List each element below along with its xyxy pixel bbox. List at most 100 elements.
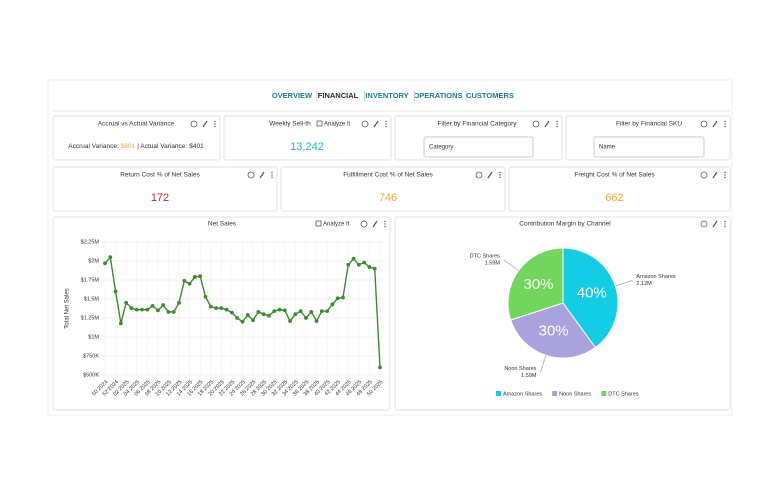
menu-dot[interactable] xyxy=(384,225,386,228)
info-icon[interactable] xyxy=(700,171,708,179)
menu-dot[interactable] xyxy=(214,123,216,125)
menu-dot[interactable] xyxy=(724,176,726,179)
info-icon[interactable] xyxy=(532,120,540,128)
point xyxy=(171,310,176,314)
point xyxy=(150,303,155,308)
menu-dot[interactable] xyxy=(724,123,726,125)
pie-slice xyxy=(562,247,619,349)
point xyxy=(214,306,218,311)
info-icon[interactable] xyxy=(360,220,368,228)
card xyxy=(52,166,278,212)
point xyxy=(325,309,330,314)
menu-dot[interactable] xyxy=(271,174,273,176)
point xyxy=(177,300,181,305)
info-icon[interactable] xyxy=(247,171,255,179)
point xyxy=(341,295,345,300)
analyze-button[interactable]: Analyze It xyxy=(323,222,350,228)
edit-icon[interactable] xyxy=(372,220,378,228)
legend-label[interactable]: Amazon Shares xyxy=(503,391,542,397)
menu-dot[interactable] xyxy=(499,171,501,174)
edit-icon[interactable] xyxy=(712,120,718,128)
menu-dot[interactable] xyxy=(499,174,501,176)
edit-icon[interactable] xyxy=(373,120,379,128)
legend-swatch[interactable] xyxy=(552,391,558,396)
point xyxy=(356,262,361,267)
slice-label: 30% xyxy=(539,323,569,340)
menu-dot[interactable] xyxy=(214,120,216,123)
info-icon[interactable] xyxy=(700,220,708,228)
filter-input[interactable] xyxy=(593,136,705,158)
menu-dot[interactable] xyxy=(724,225,726,228)
y-tick-label: $1.25M xyxy=(81,315,100,321)
outer-amount: 2.12M xyxy=(636,281,652,287)
point xyxy=(198,274,203,279)
point xyxy=(288,319,292,323)
kpi-value: 13,242 xyxy=(290,141,324,153)
card xyxy=(52,115,221,161)
menu-dot[interactable] xyxy=(724,125,726,128)
point xyxy=(261,312,266,317)
leader-line xyxy=(503,259,519,271)
edit-icon[interactable] xyxy=(544,120,550,128)
analyze-icon[interactable] xyxy=(315,220,322,227)
variance-part: $601 xyxy=(121,143,136,150)
nav-tab[interactable]: INVENTORY xyxy=(365,91,408,100)
variance-part: | Actual Variance: xyxy=(137,143,187,150)
menu-dot[interactable] xyxy=(556,125,558,128)
info-icon[interactable] xyxy=(190,120,198,128)
info-icon[interactable] xyxy=(361,120,369,128)
edit-icon[interactable] xyxy=(259,171,265,179)
info-icon[interactable] xyxy=(475,171,483,179)
legend-label[interactable]: Noon Shares xyxy=(559,391,591,397)
widget-title: Accrual vs Actual Variance xyxy=(98,121,175,128)
point xyxy=(256,310,261,314)
outer-label: DTC Shares xyxy=(470,254,501,260)
menu-dot[interactable] xyxy=(214,125,216,128)
point xyxy=(208,304,213,309)
point xyxy=(193,275,197,279)
filter-input[interactable] xyxy=(423,136,534,158)
menu-dot[interactable] xyxy=(384,223,386,225)
menu-dot[interactable] xyxy=(724,223,726,225)
menu-dot[interactable] xyxy=(385,125,387,128)
edit-icon[interactable] xyxy=(487,171,493,179)
edit-icon[interactable] xyxy=(202,120,208,128)
menu-dot[interactable] xyxy=(385,123,387,125)
menu-dot[interactable] xyxy=(271,171,273,174)
analyze-button[interactable]: Analyze It xyxy=(324,122,351,128)
filter-placeholder: Name xyxy=(599,145,616,151)
widget-title: Fulfillment Cost % of Net Sales xyxy=(343,172,433,179)
point xyxy=(166,310,171,314)
legend-swatch[interactable] xyxy=(601,391,607,396)
menu-dot[interactable] xyxy=(499,176,501,179)
legend-label[interactable]: DTC Shares xyxy=(608,391,639,397)
nav-tab[interactable]: FINANCIAL xyxy=(318,91,359,100)
nav-tab[interactable]: OPERATIONS xyxy=(413,91,462,100)
nav-tab[interactable]: CUSTOMERS xyxy=(466,91,514,100)
kpi-value: 172 xyxy=(151,192,169,204)
edit-icon[interactable] xyxy=(712,220,718,228)
point xyxy=(319,309,324,314)
menu-dot[interactable] xyxy=(385,120,387,123)
menu-dot[interactable] xyxy=(724,120,726,123)
info-icon[interactable] xyxy=(700,120,708,128)
point xyxy=(378,365,382,370)
menu-dot[interactable] xyxy=(724,220,726,223)
point xyxy=(224,307,229,312)
menu-dot[interactable] xyxy=(271,176,273,179)
legend-swatch[interactable] xyxy=(496,391,501,396)
point xyxy=(118,321,123,326)
nav-tab[interactable]: OVERVIEW xyxy=(272,91,313,100)
point xyxy=(362,260,367,265)
menu-dot[interactable] xyxy=(724,174,726,176)
filter-placeholder: Category xyxy=(429,145,453,151)
analyze-icon[interactable] xyxy=(316,120,323,127)
menu-dot[interactable] xyxy=(724,171,726,174)
menu-dot[interactable] xyxy=(556,123,558,125)
point xyxy=(219,306,224,311)
widget-title: Filter by Financial SKU xyxy=(616,121,682,128)
edit-icon[interactable] xyxy=(712,171,718,179)
menu-dot[interactable] xyxy=(384,220,386,223)
menu-dot[interactable] xyxy=(556,120,558,123)
